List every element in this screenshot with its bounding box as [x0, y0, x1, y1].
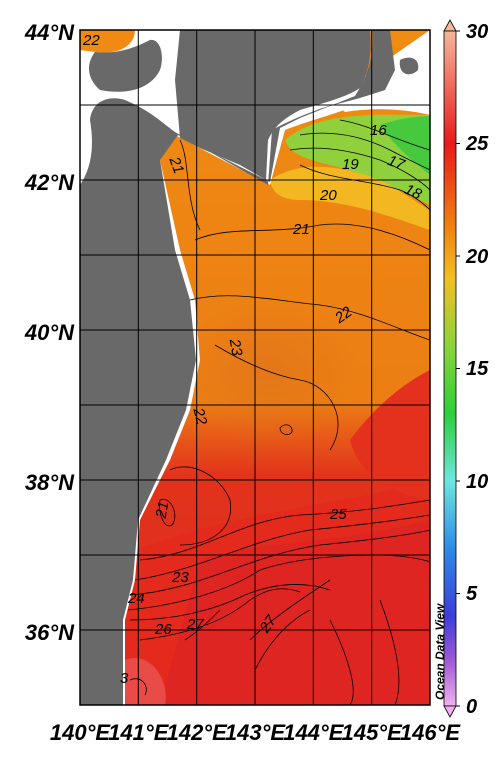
lat-label: 44°N	[24, 20, 75, 45]
warm-core-ring	[180, 295, 360, 445]
contour-label: 21	[292, 221, 310, 238]
map-frame	[79, 29, 431, 706]
contour-label: 23	[171, 569, 189, 586]
contour-line	[129, 584, 331, 621]
odv-credit: Ocean Data View	[433, 603, 447, 700]
contour-line	[299, 132, 430, 171]
contour-line	[184, 609, 221, 641]
contour-label: 21	[153, 500, 173, 520]
colorbar-label: 25	[465, 133, 489, 155]
contour-line	[127, 554, 430, 611]
contour-label: 3	[120, 670, 129, 687]
contour-line	[139, 588, 301, 641]
contour-line	[129, 678, 147, 696]
contour-label: 26	[154, 621, 172, 638]
colorbar-label: 10	[466, 471, 488, 493]
contour-line	[169, 466, 232, 546]
red-east-tongue	[350, 370, 430, 500]
colorbar-label: 15	[466, 358, 489, 380]
map-area: 22 21 16 17 19 20 18 21 22 23 22 21 25 2…	[80, 30, 430, 705]
nw-sea-patch	[80, 30, 135, 53]
lon-label: 146°E	[400, 720, 462, 745]
contour-line	[299, 164, 430, 211]
contour-label: 23	[226, 337, 246, 358]
colorbar: 30 25 20 15 10 5 0	[443, 19, 489, 718]
land-hokkaido-tip	[88, 39, 162, 92]
contour-line	[139, 499, 430, 561]
lon-label: 144°E	[283, 720, 345, 745]
lat-label: 36°N	[25, 620, 75, 645]
colorbar-label: 30	[466, 21, 488, 43]
contour-label: 17	[385, 152, 407, 174]
contour-line	[129, 529, 430, 596]
contour-line	[379, 599, 400, 705]
contour-line	[249, 579, 331, 641]
contour-label: 22	[82, 32, 100, 49]
contour-label: 16	[370, 122, 387, 139]
contour-line	[279, 424, 293, 435]
lon-label: 143°E	[225, 720, 287, 745]
contour-line	[179, 139, 201, 231]
contour-line	[339, 119, 430, 151]
latitude-axis: 44°N 42°N 40°N 38°N 36°N	[24, 20, 75, 645]
lon-label: 142°E	[167, 720, 229, 745]
contour-line	[194, 223, 430, 251]
lat-label: 40°N	[24, 320, 75, 345]
contour-label: 20	[319, 187, 337, 204]
colorbar-label: 5	[466, 583, 478, 605]
cold-core	[380, 116, 430, 175]
contour-line	[329, 619, 354, 705]
contour-label: 25	[329, 506, 347, 523]
contour-line	[159, 498, 176, 527]
contour-label: 27	[186, 616, 204, 633]
longitude-axis: 140°E 141°E 142°E 143°E 144°E 145°E 146°…	[50, 720, 462, 745]
contour-label: 24	[127, 590, 145, 607]
lat-label: 38°N	[25, 470, 75, 495]
red-core	[160, 520, 430, 705]
colorbar-label: 0	[466, 696, 477, 718]
land-honshu	[80, 30, 430, 705]
lon-label: 145°E	[342, 720, 404, 745]
yellow-front	[270, 166, 430, 230]
contour-label: 21	[165, 154, 187, 176]
contour-label: 22	[189, 405, 210, 427]
contour-label: 18	[402, 181, 425, 204]
lon-label: 140°E	[50, 720, 112, 745]
land-island-nw	[107, 220, 141, 259]
contour-line	[214, 344, 339, 451]
lon-label: 141°E	[108, 720, 170, 745]
contour-label: 19	[342, 156, 359, 173]
contour-line	[189, 295, 430, 341]
lat-label: 42°N	[24, 170, 75, 195]
contour-line	[254, 609, 311, 671]
colorbar-bottom-arrow	[443, 705, 457, 718]
land-island-ne	[399, 57, 419, 75]
colorbar-top-arrow	[443, 19, 457, 32]
contours	[127, 119, 430, 705]
colorbar-label: 20	[465, 246, 488, 268]
contour-line	[134, 514, 430, 581]
colorbar-gradient	[443, 30, 457, 707]
graticule	[80, 30, 430, 705]
